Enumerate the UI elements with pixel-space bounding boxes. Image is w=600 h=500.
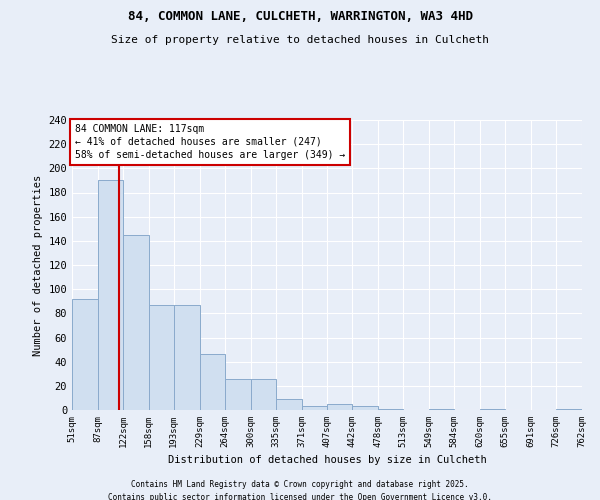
Text: 84, COMMON LANE, CULCHETH, WARRINGTON, WA3 4HD: 84, COMMON LANE, CULCHETH, WARRINGTON, W… (128, 10, 473, 23)
Bar (302, 406, 328, 410)
Bar (429, 409, 454, 410)
X-axis label: Distribution of detached houses by size in Culcheth: Distribution of detached houses by size … (167, 456, 487, 466)
Bar (98, 180, 123, 410)
Text: 84 COMMON LANE: 117sqm
← 41% of detached houses are smaller (247)
58% of semi-de: 84 COMMON LANE: 117sqm ← 41% of detached… (75, 124, 345, 160)
Bar (123, 235, 149, 410)
Bar (556, 409, 582, 410)
Text: Size of property relative to detached houses in Culcheth: Size of property relative to detached ho… (111, 35, 489, 45)
Y-axis label: Number of detached properties: Number of detached properties (33, 174, 43, 356)
Bar (276, 399, 302, 410)
Bar (480, 409, 505, 410)
Bar (378, 409, 403, 410)
Bar (352, 406, 378, 410)
Bar (200, 354, 225, 410)
Text: Contains public sector information licensed under the Open Government Licence v3: Contains public sector information licen… (108, 492, 492, 500)
Bar (174, 305, 200, 410)
Bar (72, 299, 98, 410)
Text: Contains HM Land Registry data © Crown copyright and database right 2025.: Contains HM Land Registry data © Crown c… (131, 480, 469, 489)
Bar (149, 305, 174, 410)
Bar (225, 378, 251, 410)
Bar (328, 404, 352, 410)
Bar (251, 378, 276, 410)
